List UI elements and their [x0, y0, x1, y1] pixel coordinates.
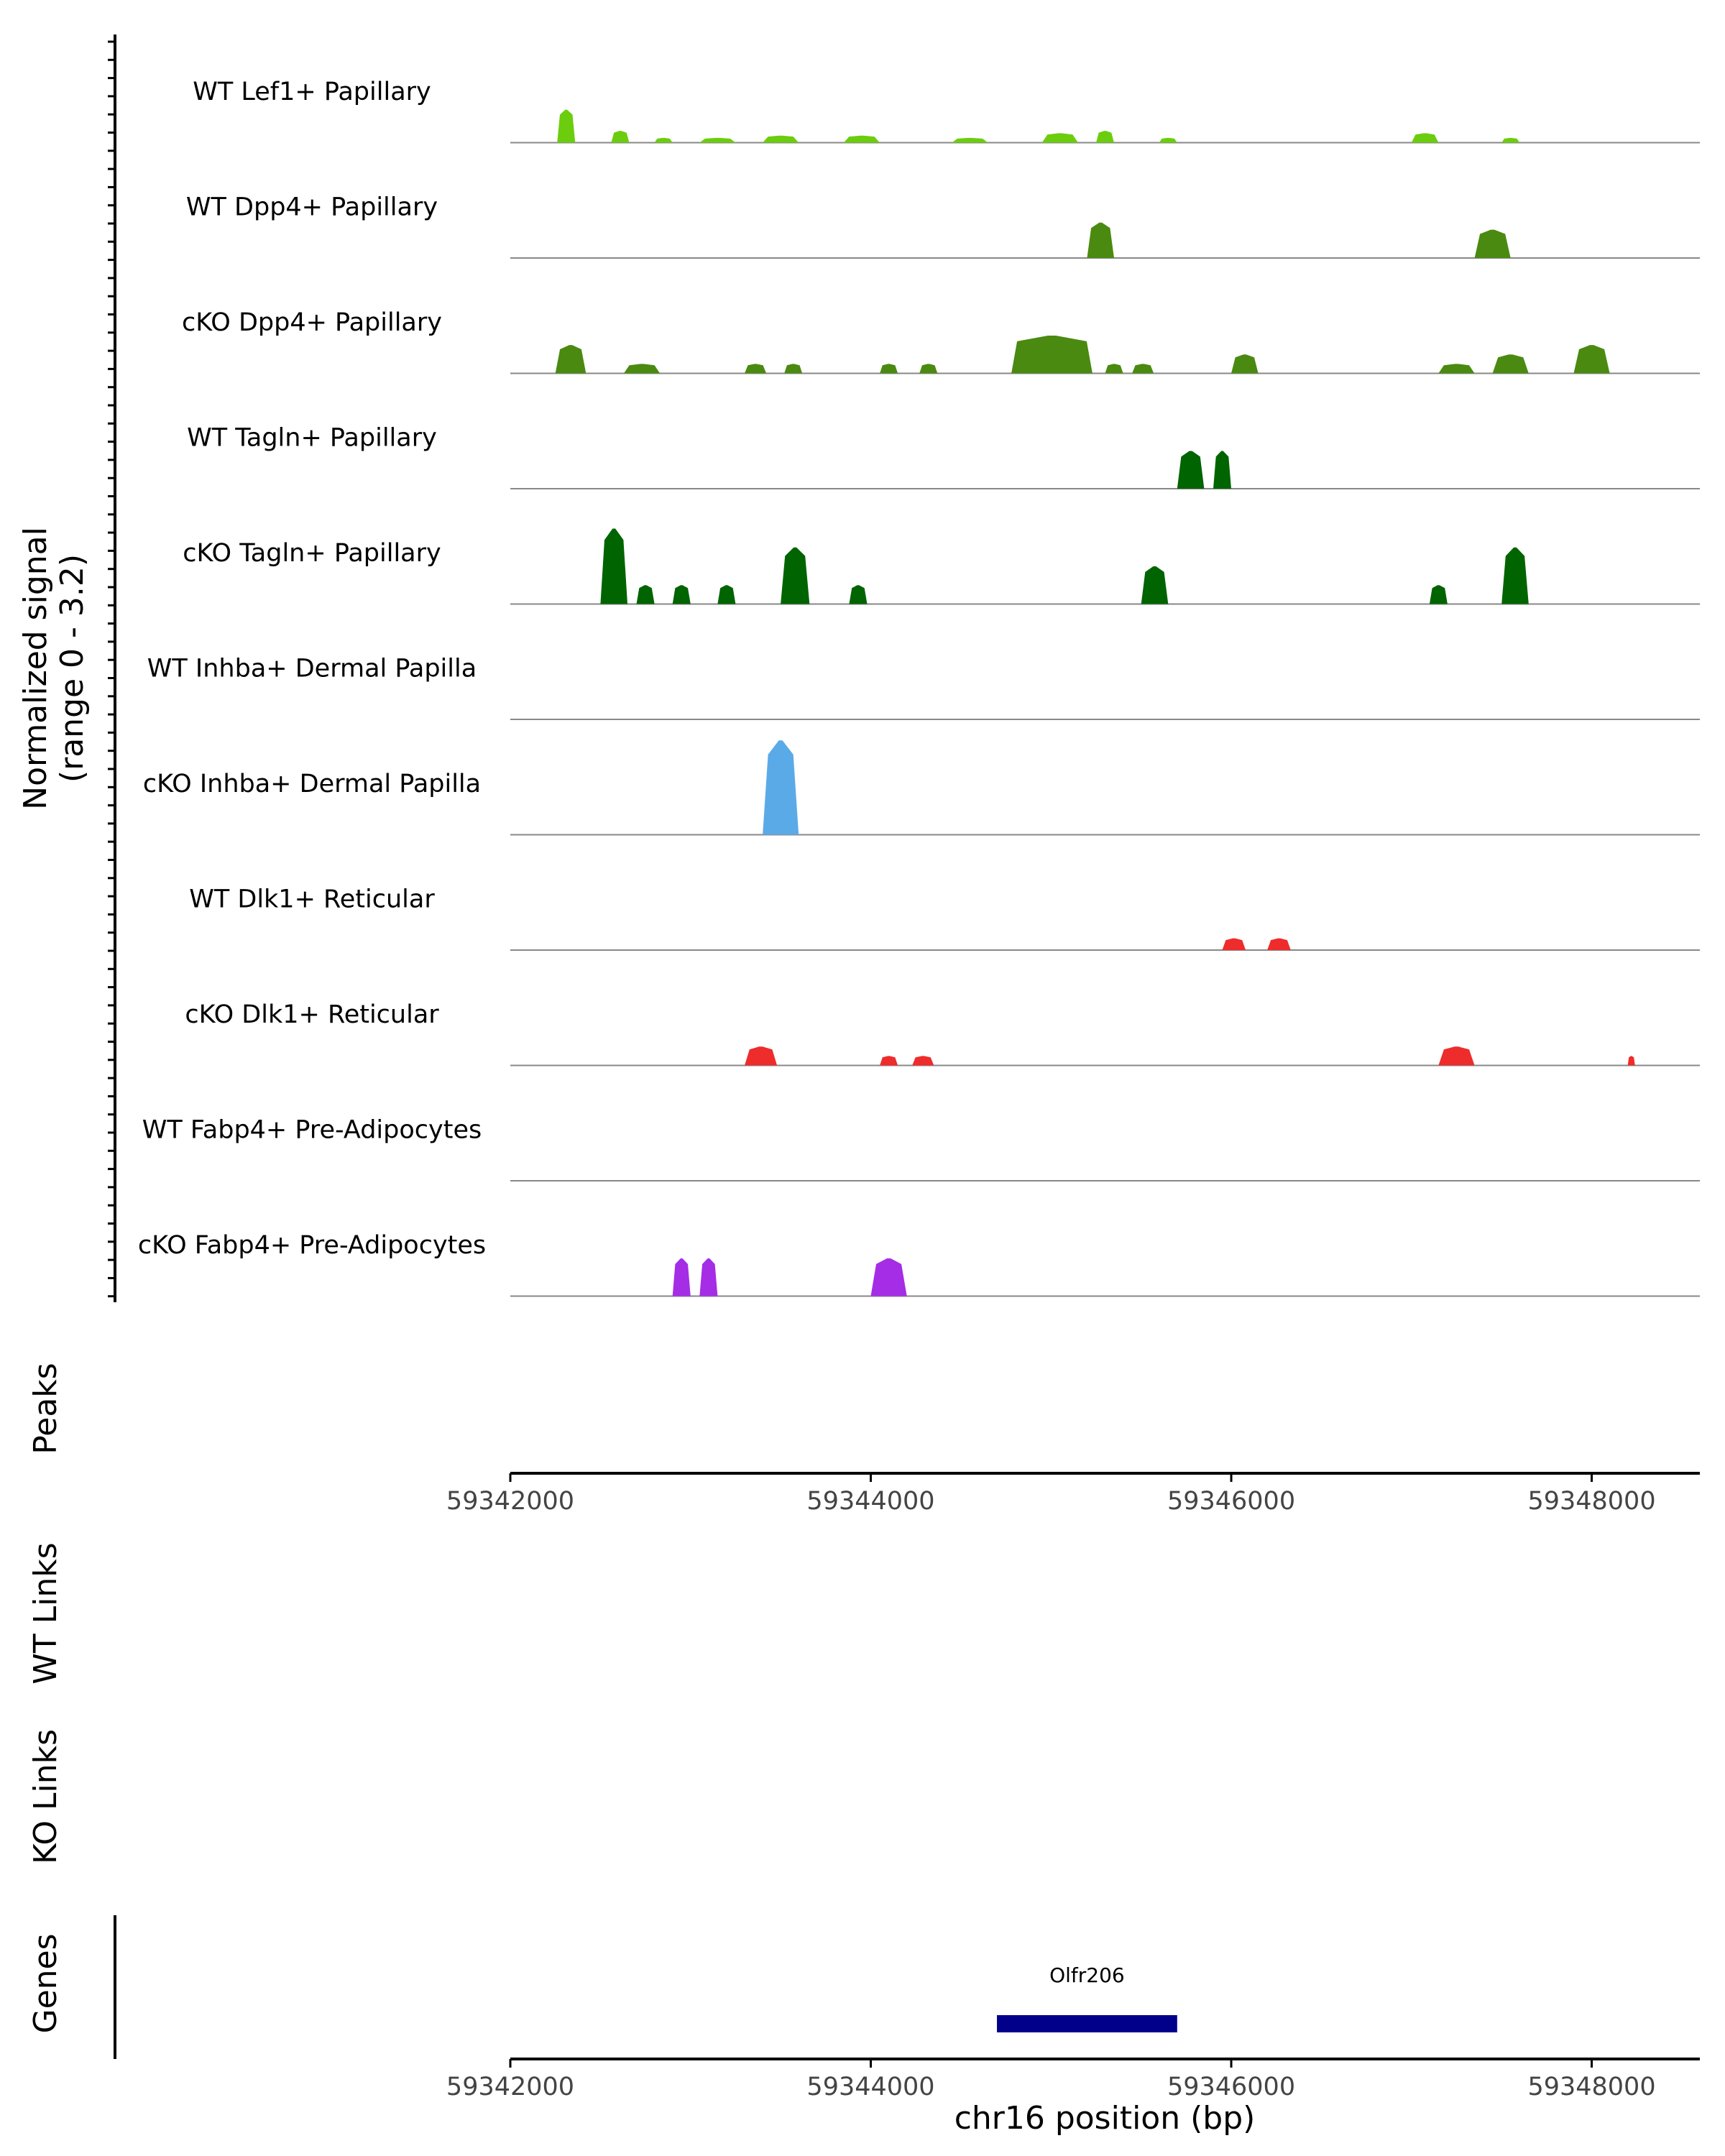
coverage-peak — [1105, 364, 1123, 374]
coverage-peak — [781, 547, 810, 604]
coverage-peak — [611, 131, 630, 143]
track: WT Dpp4+ Papillary — [186, 193, 1700, 259]
coverage-peak — [745, 1046, 778, 1066]
peaks-x-ticks: 59342000 59344000 59346000 59348000 — [446, 1473, 1656, 1516]
coverage-peak — [1438, 1046, 1475, 1066]
coverage-peak — [557, 109, 576, 143]
track: cKO Dpp4+ Papillary — [182, 308, 1700, 374]
ko-links-panel-label: KO Links — [27, 1729, 64, 1864]
track: cKO Tagln+ Papillary — [183, 528, 1700, 605]
coverage-peak — [1041, 133, 1078, 143]
x-tick-label: 59348000 — [1527, 1487, 1655, 1516]
coverage-peak — [555, 345, 586, 374]
coverage-peak — [1627, 1056, 1635, 1066]
coverage-peak — [763, 135, 799, 143]
coverage-peak — [1141, 566, 1169, 604]
coverage-peak — [843, 135, 880, 143]
y-axis-label: Normalized signal — [17, 527, 54, 810]
coverage-peak — [1213, 451, 1231, 489]
track-label: cKO Inhba+ Dermal Papilla — [143, 770, 481, 798]
coverage-peak — [880, 364, 898, 374]
coverage-peak — [1501, 137, 1520, 143]
track-label: WT Tagln+ Papillary — [187, 424, 437, 453]
track-label: WT Dpp4+ Papillary — [186, 193, 438, 222]
coverage-tracks: WT Lef1+ Papillary WT Dpp4+ Papillary cKO … — [138, 78, 1700, 1297]
coverage-peak — [699, 1258, 718, 1296]
x-axis-label: chr16 position (bp) — [954, 2100, 1256, 2137]
peaks-x-axis: 59342000 59344000 59346000 59348000 — [446, 1472, 1700, 1516]
x-tick-label: 59346000 — [1167, 1487, 1295, 1516]
peaks-panel-label: Peaks — [27, 1363, 64, 1454]
coverage-peak — [672, 585, 691, 604]
wt-links-panel-label: WT Links — [27, 1542, 64, 1684]
coverage-peak — [880, 1056, 898, 1066]
coverage-peak — [1222, 938, 1246, 950]
track: cKO Dlk1+ Reticular — [185, 1000, 1700, 1067]
coverage-peak — [1159, 137, 1177, 143]
coverage-peak — [672, 1258, 691, 1296]
track: WT Inhba+ Dermal Papilla — [147, 655, 1700, 720]
coverage-peak — [624, 364, 661, 374]
track: WT Lef1+ Papillary — [193, 78, 1700, 144]
track-label: cKO Dpp4+ Papillary — [182, 308, 442, 337]
coverage-peak — [1474, 229, 1511, 258]
track: WT Tagln+ Papillary — [187, 424, 1700, 489]
track-label: cKO Tagln+ Papillary — [183, 539, 441, 568]
x-tick-label: 59342000 — [446, 2073, 574, 2101]
coverage-peak — [636, 585, 655, 604]
y-tick-marks — [108, 40, 115, 1298]
track-label: cKO Fabp4+ Pre-Adipocytes — [138, 1231, 486, 1260]
coverage-peak — [699, 137, 736, 143]
coverage-peak — [849, 585, 868, 604]
gene-body — [997, 2015, 1177, 2032]
gene-track: Olfr206 — [997, 1963, 1177, 2032]
coverage-peak — [870, 1258, 907, 1296]
track: cKO Fabp4+ Pre-Adipocytes — [138, 1231, 1700, 1297]
genes-x-axis: 59342000 59344000 59346000 59348000 — [446, 2058, 1700, 2101]
x-tick-label: 59348000 — [1527, 2073, 1655, 2101]
coverage-peak — [717, 585, 736, 604]
track-label: WT Fabp4+ Pre-Adipocytes — [142, 1116, 482, 1145]
coverage-y-axis — [108, 34, 116, 1302]
x-tick-label: 59342000 — [446, 1487, 574, 1516]
coverage-peak — [952, 137, 988, 143]
track: WT Dlk1+ Reticular — [189, 885, 1700, 951]
track-label: WT Dlk1+ Reticular — [189, 885, 435, 914]
coverage-peak — [1411, 133, 1439, 143]
coverage-peak — [1573, 345, 1610, 374]
coverage-peak — [1011, 336, 1092, 374]
gene-label: Olfr206 — [1049, 1963, 1125, 1987]
coverage-peak — [784, 364, 803, 374]
coverage-peak — [600, 528, 627, 604]
track-label: WT Inhba+ Dermal Papilla — [147, 655, 477, 683]
coverage-peak — [1438, 364, 1475, 374]
coverage-peak — [1087, 222, 1114, 258]
coverage-peak — [1132, 364, 1154, 374]
track-label: WT Lef1+ Papillary — [193, 78, 431, 106]
coverage-peak — [745, 364, 767, 374]
coverage-peak — [1501, 547, 1529, 604]
track-label: cKO Dlk1+ Reticular — [185, 1000, 439, 1029]
coverage-peak — [1492, 354, 1529, 374]
track: WT Fabp4+ Pre-Adipocytes — [142, 1116, 1700, 1181]
coverage-peak — [912, 1056, 934, 1066]
coverage-peak — [1096, 131, 1114, 143]
track: cKO Inhba+ Dermal Papilla — [143, 740, 1700, 836]
coverage-peak — [654, 137, 673, 143]
y-axis-label-range: (range 0 - 3.2) — [54, 554, 91, 783]
x-tick-label: 59344000 — [806, 1487, 934, 1516]
genes-panel-label: Genes — [27, 1933, 64, 2033]
coverage-peak — [1429, 585, 1448, 604]
coverage-peak — [1267, 938, 1291, 950]
coverage-peak — [1177, 451, 1205, 489]
x-tick-label: 59344000 — [806, 2073, 934, 2101]
coverage-peak — [1231, 354, 1259, 374]
coverage-peak — [919, 364, 938, 374]
coverage-peak — [763, 740, 799, 835]
genes-x-ticks: 59342000 59344000 59346000 59348000 — [446, 2059, 1656, 2101]
x-tick-label: 59346000 — [1167, 2073, 1295, 2101]
